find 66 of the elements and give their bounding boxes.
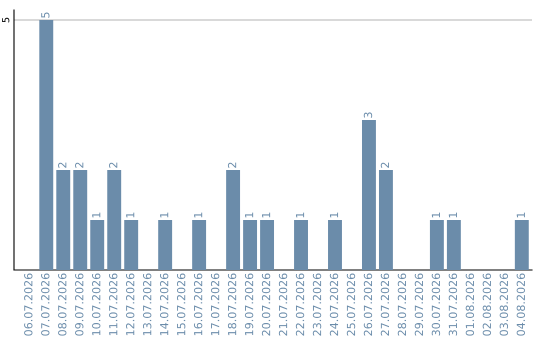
data-label: 1 (194, 212, 202, 218)
bar (226, 170, 240, 270)
data-label: 1 (448, 212, 457, 218)
x-tick-label: 31.07.2026 (448, 273, 458, 336)
bar (192, 220, 206, 270)
data-label: 1 (330, 212, 338, 218)
x-tick-label: 14.07.2026 (160, 273, 168, 336)
x-tick-label: 16.07.2026 (194, 273, 202, 336)
bar (243, 220, 258, 270)
x-tick-label: 06.07.2026 (24, 273, 33, 336)
data-label: 2 (380, 162, 390, 168)
x-tick-label: 23.07.2026 (312, 273, 322, 336)
data-label: 3 (364, 112, 372, 118)
x-tick-label: 12.07.2026 (126, 273, 134, 336)
x-tick-label: 01.08.2026 (466, 273, 474, 336)
x-tick-label: 17.07.2026 (210, 273, 220, 336)
x-tick-label: 07.07.2026 (41, 273, 50, 336)
x-tick-label: 30.07.2026 (432, 273, 440, 336)
bar (124, 220, 138, 270)
x-tick-label: 10.07.2026 (92, 273, 100, 336)
x-tick-label: 21.07.2026 (278, 273, 288, 336)
bar (430, 220, 444, 270)
data-label: 1 (245, 212, 254, 218)
bar (514, 220, 529, 270)
x-tick-label: 27.07.2026 (380, 273, 390, 336)
data-label: 1 (296, 212, 304, 218)
x-tick-label: 03.08.2026 (500, 273, 508, 336)
x-tick-label: 08.07.2026 (58, 273, 66, 336)
x-tick-label: 20.07.2026 (262, 273, 270, 336)
data-label: 1 (516, 212, 525, 218)
data-label: 2 (109, 162, 118, 168)
data-label: 2 (58, 162, 66, 168)
bar (294, 220, 308, 270)
data-label: 1 (126, 212, 134, 218)
data-label: 5 (41, 12, 50, 18)
x-tick-label: 02.08.2026 (482, 273, 492, 336)
x-tick-label: 11.07.2026 (109, 273, 118, 336)
x-tick-label: 22.07.2026 (296, 273, 304, 336)
x-tick-label: 24.07.2026 (330, 273, 338, 336)
data-label: 1 (160, 212, 168, 218)
bar (107, 170, 122, 270)
bar (260, 220, 274, 270)
bar (39, 20, 54, 270)
x-tick-label: 04.08.2026 (516, 273, 526, 336)
bar (328, 220, 342, 270)
data-label: 1 (262, 212, 270, 218)
x-tick-label: 28.07.2026 (398, 273, 406, 336)
bar (56, 170, 70, 270)
bar (90, 220, 104, 270)
x-tick-label: 15.07.2026 (176, 273, 186, 336)
x-tick-label: 13.07.2026 (142, 273, 152, 336)
bar (378, 170, 393, 270)
bar (158, 220, 172, 270)
data-label: 1 (432, 212, 440, 218)
x-tick-label: 18.07.2026 (228, 273, 236, 336)
data-label: 1 (92, 212, 100, 218)
x-tick-label: 09.07.2026 (75, 273, 84, 336)
bar (362, 120, 376, 270)
x-tick-label: 26.07.2026 (364, 273, 372, 336)
x-tick-label: 25.07.2026 (346, 273, 356, 336)
bar (73, 170, 88, 270)
data-label: 2 (228, 162, 236, 168)
data-label: 2 (75, 162, 84, 168)
x-tick-label: 19.07.2026 (244, 273, 254, 336)
bar (446, 220, 461, 270)
x-tick-label: 29.07.2026 (414, 273, 424, 336)
